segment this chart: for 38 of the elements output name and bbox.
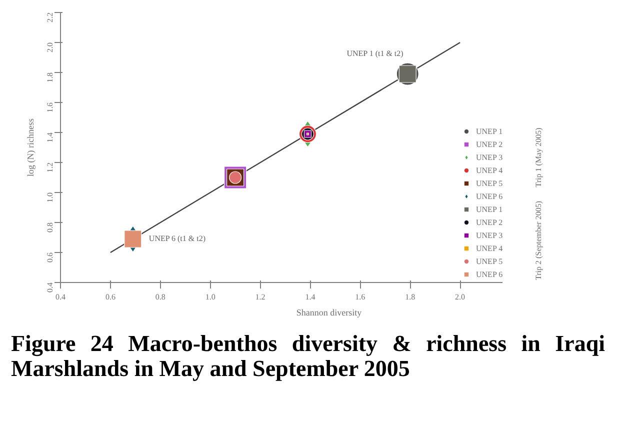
text: Trip 2 (September 2005) [534, 200, 543, 280]
text: Trip 1 (May 2005) [534, 127, 543, 188]
annotation: UNEP 6 (t1 & t2) [148, 234, 206, 243]
legend-label: UNEP 4 [476, 242, 503, 254]
legend-label: UNEP 3 [476, 230, 503, 241]
x-tick-label: 1.8 [405, 292, 416, 302]
legend-label: UNEP 2 [476, 138, 503, 150]
legend-label: UNEP 5 [476, 256, 503, 267]
y-tick-label: 2.2 [46, 12, 54, 22]
y-tick-label: 1.6 [46, 102, 54, 112]
legend-label: UNEP 6 [476, 190, 503, 202]
legend-label: UNEP 1 [476, 204, 503, 215]
x-tick-label: 1.4 [305, 292, 316, 302]
annotation: UNEP 1 (t1 & t2) [346, 49, 404, 58]
y-tick-label: 1.0 [46, 192, 54, 202]
x-tick-label: 1.6 [355, 292, 366, 302]
y-tick-label: 0.8 [46, 222, 54, 232]
x-tick-label: 0.4 [56, 292, 66, 302]
y-tick-label: 1.4 [46, 132, 54, 142]
y-axis-title: log (N) richness [26, 118, 36, 176]
legend-label: UNEP 5 [476, 178, 503, 189]
legend-label: UNEP 3 [476, 152, 503, 163]
x-axis-title: Shannon diversity [296, 308, 362, 318]
legend-label: UNEP 4 [476, 164, 503, 176]
y-tick-label: 0.6 [46, 252, 54, 262]
y-tick-label: 0.4 [46, 282, 54, 292]
x-tick-label: 1.2 [255, 292, 266, 302]
legend-label: UNEP 1 [476, 126, 503, 137]
legend-label: UNEP 2 [476, 216, 503, 228]
y-tick-label: 2.0 [46, 42, 54, 52]
legend-label: UNEP 6 [476, 268, 503, 280]
y-tick-label: 1.8 [46, 72, 54, 82]
x-tick-label: 2.0 [455, 292, 466, 302]
x-tick-label: 0.8 [155, 292, 166, 302]
y-tick-label: 1.2 [46, 162, 54, 172]
x-tick-label: 1.0 [205, 292, 216, 302]
text: Figure 24 Macro-benthos diversity & richness in Iraqi Marshlands in May and September 2005 [11, 331, 605, 382]
x-tick-label: 0.6 [105, 292, 116, 302]
